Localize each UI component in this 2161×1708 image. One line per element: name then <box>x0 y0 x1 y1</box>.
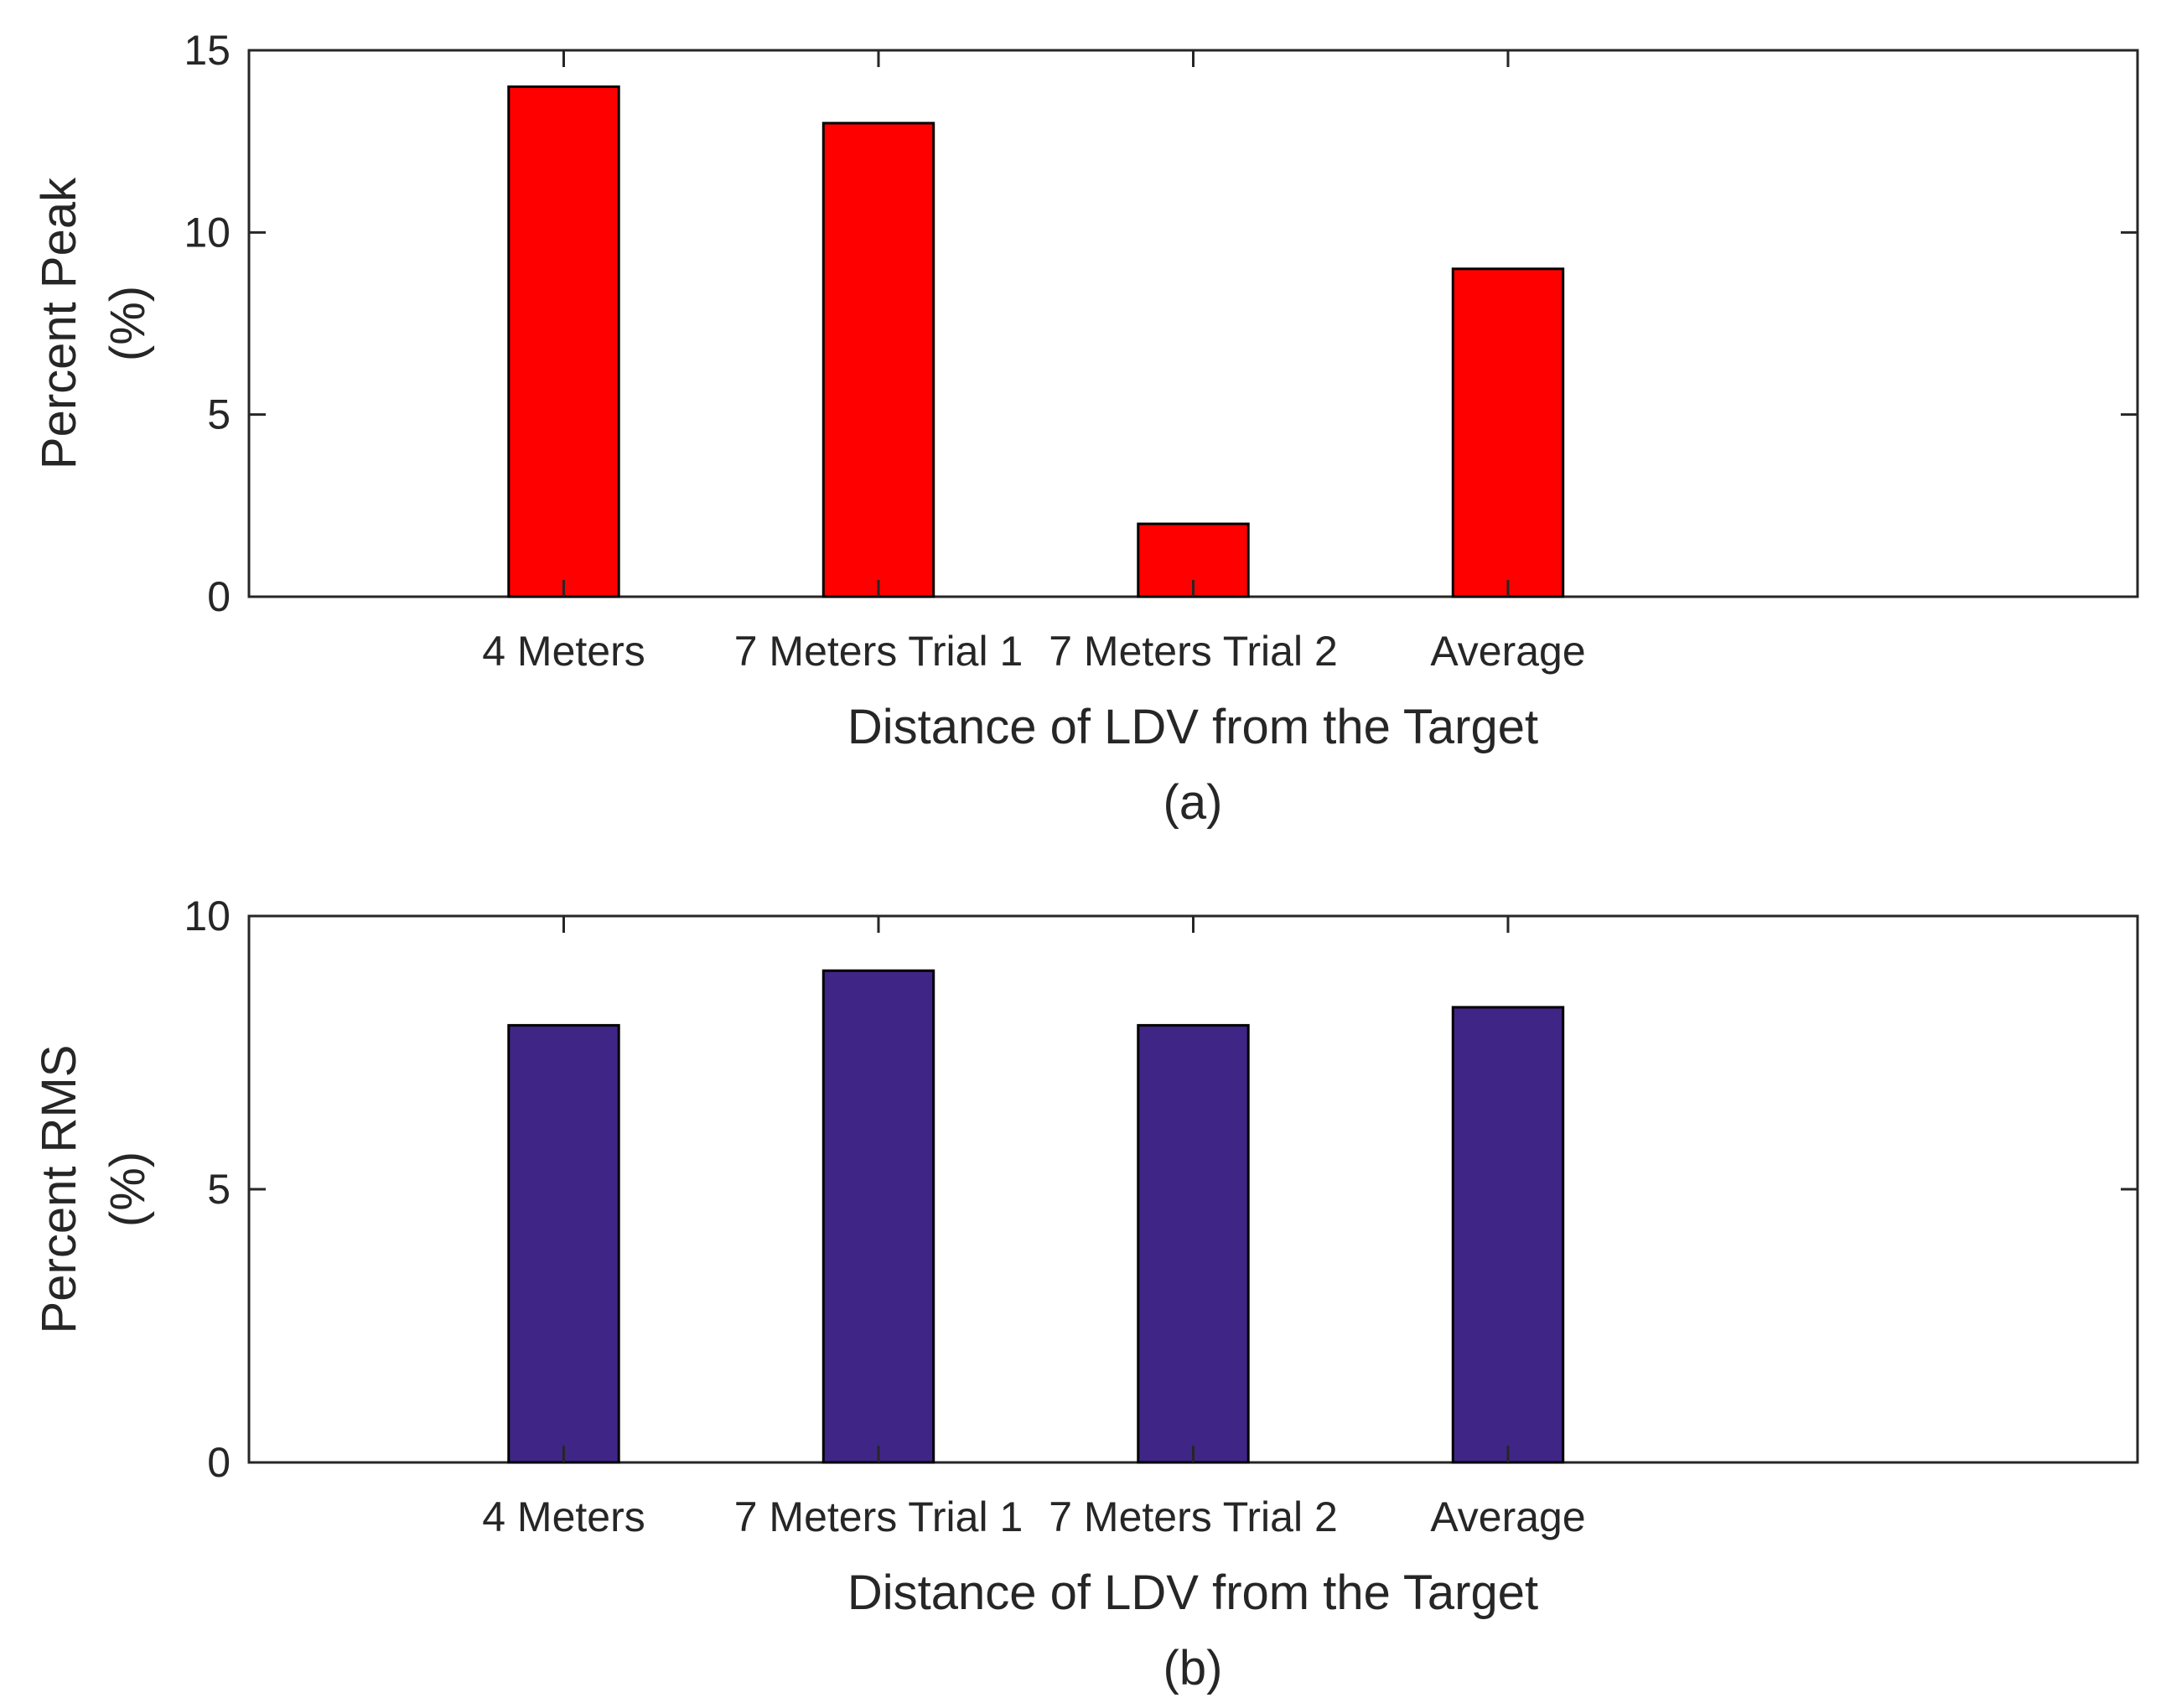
y-tick-label: 0 <box>207 573 231 620</box>
y-axis-ticks: 0 5 10 <box>184 893 2138 1486</box>
bar <box>1451 267 1565 598</box>
x-tick-label: 7 Meters Trial 1 <box>734 1493 1023 1540</box>
bar <box>821 122 935 598</box>
x-axis-title: Distance of LDV from the Target <box>847 700 1538 754</box>
y-tick-label: 5 <box>207 1166 231 1213</box>
y-axis-title: Percent Peak <box>32 177 86 469</box>
x-axis-ticks: 4 Meters 7 Meters Trial 1 7 Meters Trial 2… <box>482 50 1586 675</box>
bar-group <box>507 969 1565 1464</box>
x-tick-label: 7 Meters Trial 2 <box>1049 628 1338 675</box>
panel-label: (a) <box>1163 775 1223 830</box>
x-tick-label: 7 Meters Trial 2 <box>1049 1493 1338 1540</box>
chart-panel-b: 0 5 10 4 Meters 7 Meters Trial 1 7 Meters Tr… <box>32 893 2139 1695</box>
y-tick-label: 10 <box>184 209 231 256</box>
y-axis-unit: (%) <box>101 1152 155 1227</box>
x-tick-label: Average <box>1430 628 1585 675</box>
bar-group <box>507 85 1565 598</box>
y-axis-ticks: 0 5 10 15 <box>184 27 2138 620</box>
x-tick-label: Average <box>1430 1493 1585 1540</box>
bar <box>821 969 935 1464</box>
y-tick-label: 5 <box>207 391 231 438</box>
y-tick-label: 0 <box>207 1439 231 1486</box>
bar <box>1137 1023 1250 1464</box>
x-axis-ticks: 4 Meters 7 Meters Trial 1 7 Meters Trial 2… <box>482 916 1586 1540</box>
x-axis-title: Distance of LDV from the Target <box>847 1566 1538 1620</box>
chart-panel-a: 0 5 10 15 4 Meters 7 Meters Trial 1 7 Meters … <box>32 27 2139 830</box>
bar <box>1451 1006 1565 1464</box>
panel-label: (b) <box>1163 1641 1223 1695</box>
y-axis-unit: (%) <box>101 286 155 361</box>
y-tick-label: 15 <box>184 27 231 74</box>
x-tick-label: 7 Meters Trial 1 <box>734 628 1023 675</box>
x-tick-label: 4 Meters <box>482 1493 645 1540</box>
bar <box>507 1023 620 1464</box>
y-tick-label: 10 <box>184 893 231 939</box>
bar <box>507 85 620 598</box>
y-axis-title: Percent RMS <box>32 1045 86 1334</box>
x-tick-label: 4 Meters <box>482 628 645 675</box>
